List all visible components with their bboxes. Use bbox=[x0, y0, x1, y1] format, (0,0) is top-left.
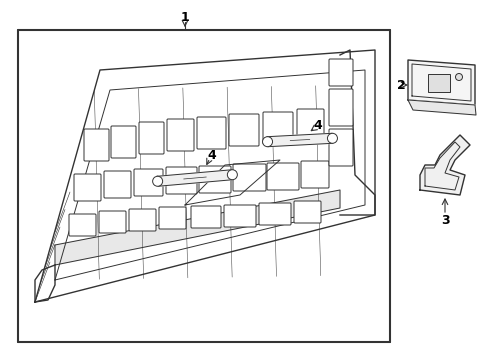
Circle shape bbox=[263, 137, 272, 147]
Circle shape bbox=[153, 176, 163, 186]
FancyBboxPatch shape bbox=[267, 163, 299, 190]
Text: 4: 4 bbox=[314, 118, 322, 131]
FancyBboxPatch shape bbox=[69, 214, 96, 236]
Text: 2: 2 bbox=[396, 78, 405, 91]
FancyBboxPatch shape bbox=[111, 126, 136, 158]
FancyBboxPatch shape bbox=[301, 161, 329, 188]
Text: 4: 4 bbox=[208, 149, 217, 162]
Polygon shape bbox=[420, 135, 470, 195]
Polygon shape bbox=[408, 60, 475, 105]
Polygon shape bbox=[157, 170, 233, 186]
FancyBboxPatch shape bbox=[159, 207, 186, 229]
FancyBboxPatch shape bbox=[139, 122, 164, 154]
FancyBboxPatch shape bbox=[233, 164, 266, 191]
FancyBboxPatch shape bbox=[199, 166, 231, 193]
FancyBboxPatch shape bbox=[104, 171, 131, 198]
Circle shape bbox=[327, 133, 338, 143]
FancyBboxPatch shape bbox=[167, 119, 194, 151]
FancyBboxPatch shape bbox=[99, 211, 126, 233]
FancyBboxPatch shape bbox=[74, 174, 101, 201]
FancyBboxPatch shape bbox=[297, 109, 324, 141]
FancyBboxPatch shape bbox=[428, 74, 450, 92]
FancyBboxPatch shape bbox=[329, 129, 353, 166]
FancyBboxPatch shape bbox=[263, 112, 293, 144]
Circle shape bbox=[227, 170, 237, 180]
FancyBboxPatch shape bbox=[329, 89, 353, 126]
Polygon shape bbox=[55, 190, 340, 265]
FancyBboxPatch shape bbox=[129, 209, 156, 231]
FancyBboxPatch shape bbox=[84, 129, 109, 161]
Circle shape bbox=[456, 73, 463, 81]
Text: 3: 3 bbox=[441, 213, 449, 226]
FancyBboxPatch shape bbox=[191, 206, 221, 228]
FancyBboxPatch shape bbox=[229, 114, 259, 146]
FancyBboxPatch shape bbox=[166, 167, 197, 194]
FancyBboxPatch shape bbox=[197, 117, 226, 149]
FancyBboxPatch shape bbox=[224, 205, 256, 227]
Text: 1: 1 bbox=[181, 10, 189, 23]
FancyBboxPatch shape bbox=[329, 59, 353, 86]
FancyBboxPatch shape bbox=[294, 201, 321, 223]
FancyBboxPatch shape bbox=[259, 203, 291, 225]
FancyBboxPatch shape bbox=[134, 169, 163, 196]
Polygon shape bbox=[267, 133, 333, 147]
Polygon shape bbox=[408, 100, 476, 115]
